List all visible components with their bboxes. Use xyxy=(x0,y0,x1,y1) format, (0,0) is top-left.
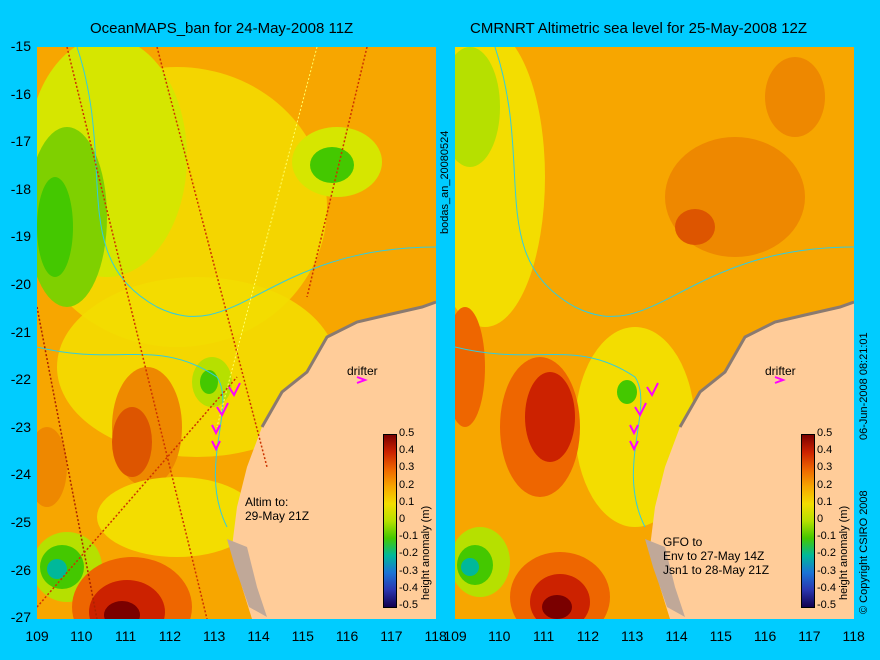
colorbar-tick-label: 0.5 xyxy=(399,427,415,439)
latitude-tick-label: -25 xyxy=(10,514,31,530)
colorbar-tick-label: -0.4 xyxy=(817,581,836,594)
longitude-tick-label: 111 xyxy=(532,628,555,644)
colorbar-tick-label: -0.4 xyxy=(399,581,418,594)
right-map-title: CMRNRT Altimetric sea level for 25-May-2… xyxy=(470,20,808,37)
colorbar-tick-label: 0.3 xyxy=(817,461,833,474)
colorbar-tick-label: 0 xyxy=(399,513,406,525)
colorbar-tick-label: 0.1 xyxy=(817,495,833,508)
colorbar-tick-label: -0.2 xyxy=(399,547,418,560)
colorbar-tick-label: 0.4 xyxy=(817,444,833,457)
longitude-tick-label: 117 xyxy=(380,628,403,644)
longitude-tick-label: 118 xyxy=(842,628,865,644)
longitude-tick-label: 109 xyxy=(25,628,49,644)
colorbar-tick-label: 0.4 xyxy=(399,444,415,457)
colorbar-tick-label: 0.3 xyxy=(399,461,415,474)
longitude-tick-label: 118 xyxy=(424,628,447,644)
left-map-panel: drifter Altim to: 29-May 21Z xyxy=(37,47,436,619)
left-colorbar-label: height anomaly (m) xyxy=(420,505,432,600)
longitude-tick-label: 113 xyxy=(203,628,226,644)
right-map-svg xyxy=(455,47,854,619)
left-drifter-label: drifter xyxy=(347,364,378,378)
latitude-tick-label: -20 xyxy=(10,276,31,292)
colorbar-tick-label: 0.2 xyxy=(399,478,415,491)
left-side-label: bodas_an_20080524 xyxy=(439,130,451,234)
right-colorbar-label: height anomaly (m) xyxy=(838,505,850,600)
longitude-tick-label: 117 xyxy=(798,628,821,644)
colorbar-tick-label: -0.5 xyxy=(399,599,418,611)
colorbar-tick-label: 0.2 xyxy=(817,478,833,491)
colorbar-tick-label: -0.1 xyxy=(817,530,836,543)
latitude-tick-label: -21 xyxy=(10,323,31,340)
left-map-title: OceanMAPS_ban for 24-May-2008 11Z xyxy=(90,20,354,37)
latitude-tick-label: -26 xyxy=(10,561,31,578)
longitude-tick-label: 109 xyxy=(443,628,467,644)
latitude-tick-label: -23 xyxy=(10,418,31,435)
colorbar-tick-label: 0.1 xyxy=(399,495,415,508)
right-map-panel: drifter GFO to Env to 27-May 14Z Jsn1 to… xyxy=(455,47,854,619)
longitude-tick-label: 112 xyxy=(576,628,600,644)
latitude-tick-label: -24 xyxy=(10,466,31,483)
colorbar-tick-label: -0.1 xyxy=(399,530,418,543)
latitude-tick-label: -17 xyxy=(10,133,31,150)
longitude-tick-label: 110 xyxy=(488,628,511,644)
latitude-tick-label: -18 xyxy=(10,180,31,197)
right-drifter-label: drifter xyxy=(765,364,796,378)
longitude-tick-label: 115 xyxy=(709,628,732,644)
right-gfo-annotation: GFO to Env to 27-May 14Z Jsn1 to 28-May … xyxy=(663,535,770,577)
latitude-tick-label: -16 xyxy=(10,85,31,102)
right-timestamp-label: 06-Jun-2008 08:21:01 xyxy=(858,332,870,440)
colorbar-tick-label: -0.5 xyxy=(817,599,836,611)
colorbar-tick-label: 0 xyxy=(817,513,824,525)
longitude-tick-label: 115 xyxy=(291,628,314,644)
colorbar-tick-label: -0.2 xyxy=(817,547,836,560)
right-copyright-label: © Copyright CSIRO 2008 xyxy=(858,490,870,614)
longitude-tick-label: 116 xyxy=(335,628,359,644)
longitude-tick-label: 110 xyxy=(70,628,93,644)
longitude-tick-label: 111 xyxy=(114,628,137,644)
longitude-tick-label: 116 xyxy=(753,628,777,644)
longitude-tick-label: 114 xyxy=(665,628,688,644)
longitude-tick-label: 114 xyxy=(247,628,270,644)
right-colorbar xyxy=(801,434,815,608)
latitude-tick-label: -15 xyxy=(10,38,31,54)
colorbar-tick-label: -0.3 xyxy=(817,564,836,577)
colorbar-tick-label: 0.5 xyxy=(817,427,833,439)
latitude-tick-label: -22 xyxy=(10,371,31,388)
latitude-tick-label: -27 xyxy=(10,609,31,626)
colorbar-tick-label: -0.3 xyxy=(399,564,418,577)
longitude-tick-label: 113 xyxy=(621,628,644,644)
left-map-svg xyxy=(37,47,436,619)
left-altim-annotation: Altim to: 29-May 21Z xyxy=(245,495,310,523)
latitude-tick-label: -19 xyxy=(10,228,31,245)
left-colorbar xyxy=(383,434,397,608)
longitude-tick-label: 112 xyxy=(158,628,182,644)
